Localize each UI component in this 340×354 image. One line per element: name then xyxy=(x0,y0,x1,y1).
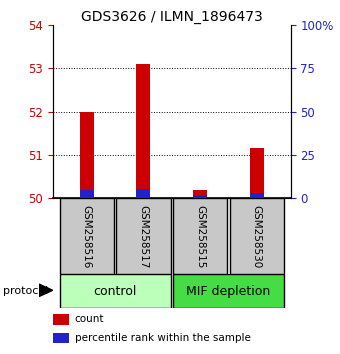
Bar xyxy=(193,190,207,198)
Text: GSM258530: GSM258530 xyxy=(252,205,262,268)
Text: percentile rank within the sample: percentile rank within the sample xyxy=(75,333,251,343)
Bar xyxy=(250,148,264,198)
Bar xyxy=(250,193,264,198)
Bar xyxy=(193,195,207,198)
Text: GSM258515: GSM258515 xyxy=(195,205,205,268)
Bar xyxy=(80,190,94,198)
Bar xyxy=(230,198,284,274)
Bar xyxy=(116,198,171,274)
Text: GSM258517: GSM258517 xyxy=(138,205,148,268)
Bar xyxy=(53,314,69,325)
Bar xyxy=(173,198,227,274)
Bar xyxy=(53,332,69,343)
Bar xyxy=(59,198,114,274)
Text: protocol: protocol xyxy=(3,286,49,296)
Text: GSM258516: GSM258516 xyxy=(82,205,92,268)
Bar xyxy=(80,112,94,198)
Bar xyxy=(136,189,150,198)
Text: control: control xyxy=(94,285,137,298)
Polygon shape xyxy=(39,284,53,297)
Bar xyxy=(173,274,284,308)
Bar xyxy=(59,274,171,308)
Text: MIF depletion: MIF depletion xyxy=(186,285,271,298)
Title: GDS3626 / ILMN_1896473: GDS3626 / ILMN_1896473 xyxy=(81,10,262,24)
Bar xyxy=(136,64,150,198)
Text: count: count xyxy=(75,314,104,324)
